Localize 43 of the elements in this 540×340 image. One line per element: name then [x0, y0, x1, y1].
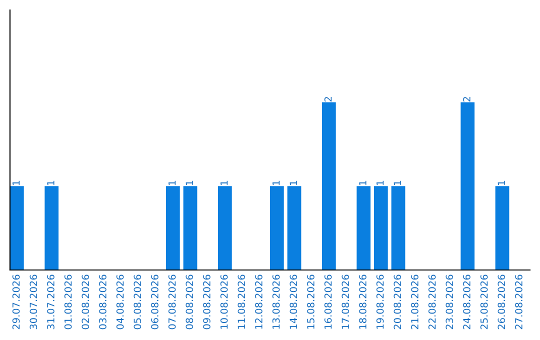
data-label: 1	[168, 180, 176, 186]
x-tick-label: 14.08.2026	[290, 274, 298, 329]
x-tick-label: 21.08.2026	[411, 274, 418, 330]
data-label: 1	[272, 180, 280, 186]
x-tick-label: 23.08.2026	[446, 274, 454, 330]
x-tick-label: 10.08.2026	[220, 274, 228, 329]
x-tick-label: 16.08.2026	[324, 274, 332, 329]
x-tick-label: 15.08.2026	[307, 274, 314, 329]
x-tick-label: 22.08.2026	[428, 274, 436, 330]
x-tick-label: 06.08.2026	[151, 274, 158, 330]
data-label: 1	[376, 180, 384, 186]
data-label: 1	[498, 180, 505, 186]
data-label: 1	[394, 180, 401, 186]
data-label: 2	[324, 97, 332, 102]
x-tick-label: 19.08.2026	[376, 274, 384, 329]
x-tick-label: 13.08.2026	[272, 274, 280, 329]
x-tick-label: 18.08.2026	[359, 274, 366, 329]
x-tick-label: 09.08.2026	[203, 274, 210, 330]
x-tick-label: 12.08.2026	[255, 274, 262, 329]
data-label: 1	[359, 180, 366, 186]
x-tick-label: 25.08.2026	[480, 274, 488, 330]
x-tick-label: 29.07.2026	[12, 274, 20, 330]
x-tick-label: 08.08.2026	[186, 274, 194, 330]
data-label: 1	[186, 180, 193, 186]
x-tick-label: 31.07.2026	[47, 274, 54, 330]
data-label: 2	[463, 97, 470, 102]
x-tick-label: 02.08.2026	[82, 274, 90, 330]
x-tick-label: 27.08.2026	[515, 274, 522, 330]
x-tick-label: 30.07.2026	[30, 274, 38, 330]
data-label: 1	[47, 180, 54, 186]
x-tick-label: 03.08.2026	[99, 274, 106, 330]
x-tick-label: 24.08.2026	[463, 274, 470, 330]
data-label: 1	[220, 180, 228, 186]
x-tick-label: 20.08.2026	[394, 274, 402, 330]
x-tick-label: 26.08.2026	[498, 274, 506, 330]
data-label: 1	[290, 180, 297, 186]
x-tick-label: 01.08.2026	[64, 274, 72, 330]
data-label: 1	[12, 180, 20, 186]
x-tick-label: 05.08.2026	[134, 274, 142, 330]
x-tick-label: 17.08.2026	[342, 274, 350, 329]
x-tick-label: 04.08.2026	[116, 274, 124, 330]
x-tick-label: 07.08.2026	[168, 274, 176, 330]
x-tick-label: 11.08.2026	[238, 274, 246, 329]
